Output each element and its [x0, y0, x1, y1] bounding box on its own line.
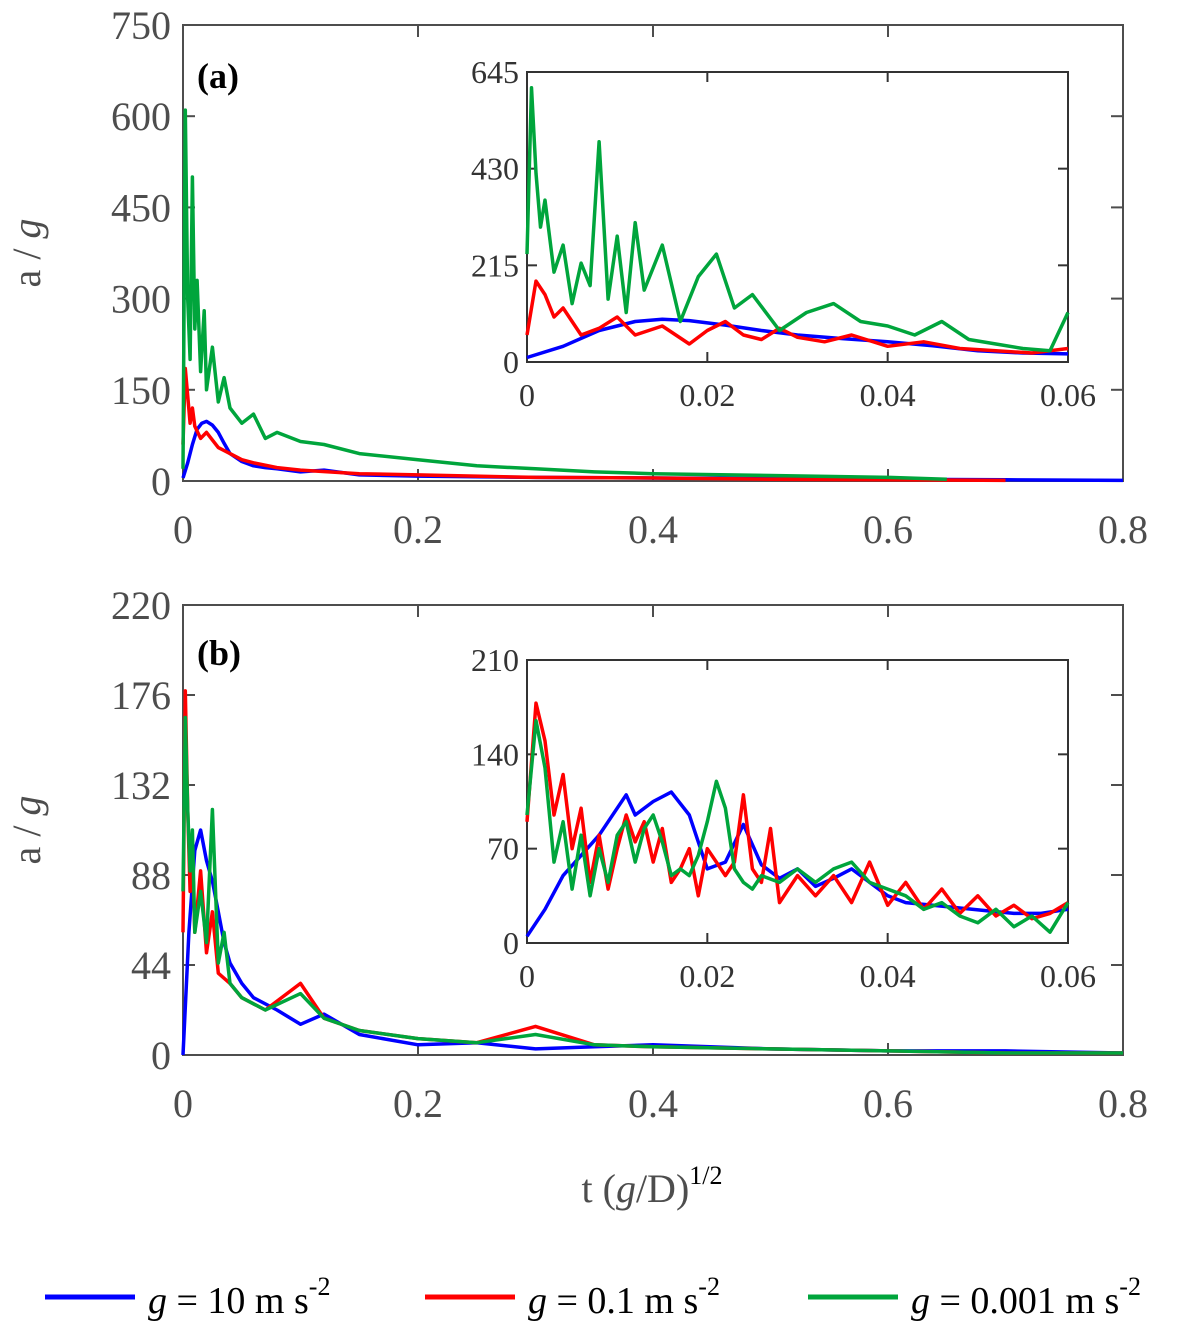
panel-a-inset-xtick-label: 0 [519, 377, 535, 413]
panel-b: 0 0.2 0.4 0.6 0.8 0 44 88 132 176 220 a / g (b) 0 0.02… [4, 583, 1148, 1126]
panel-b-inset-frame [526, 659, 1069, 944]
panel-b-inset-series-g-10-m-s-2 [525, 790, 1069, 938]
panel-b-main-ytick-label: 132 [111, 763, 171, 808]
panel-b-label: (b) [197, 633, 241, 673]
panel-b-main-series-g-0-001-m-s-2 [181, 715, 1123, 1055]
panel-a-main-ytick-label: 750 [111, 3, 171, 48]
panel-b-main-ytick-label: 0 [151, 1033, 171, 1078]
panel-a-main-ytick-label: 450 [111, 185, 171, 230]
panel-a-inset-xtick-label: 0.02 [679, 377, 735, 413]
panel-b-inset-xtick-label: 0.04 [860, 958, 916, 994]
panel-a-main-ytick-label: 600 [111, 94, 171, 139]
panel-b-inset: 0 0.02 0.04 0.06 0 70 140 210 [471, 642, 1096, 994]
panel-b-inset-series-g-0-1-m-s-2 [525, 701, 1069, 921]
x-axis-label: t (g/D)1/2 [582, 1161, 723, 1211]
panel-a-main-xtick-label: 0 [173, 507, 193, 552]
panel-b-inset-xtick-label: 0.02 [679, 958, 735, 994]
panel-a-main-xtick-label: 0.2 [393, 507, 443, 552]
panel-b-inset-ytick-label: 210 [471, 642, 519, 678]
panel-b-main-xtick-label: 0.6 [863, 1081, 913, 1126]
panel-a-inset-ytick-label: 645 [471, 54, 519, 90]
panel-b-main-ytick-label: 88 [131, 853, 171, 898]
panel-a-main-ytick-label: 0 [151, 459, 171, 504]
panel-b-main-xtick-label: 0.8 [1098, 1081, 1148, 1126]
panel-a-main-series-g-0-001-m-s-2 [181, 108, 947, 481]
panel-a-inset-frame [526, 71, 1069, 363]
panel-a-y-axis-label: a / g [4, 219, 49, 288]
legend-label-green: g = 0.001 m s-2 [911, 1272, 1141, 1322]
panel-b-y-axis-label: a / g [4, 796, 49, 865]
panel-a-inset-ytick-label: 215 [471, 247, 519, 283]
panel-a-main-ytick-label: 150 [111, 368, 171, 413]
legend: g = 10 m s-2 g = 0.1 m s-2 g = 0.001 m s… [45, 1272, 1141, 1322]
panel-a-inset-series-g-0-001-m-s-2 [525, 85, 1070, 353]
panel-a-main-xtick-label: 0.6 [863, 507, 913, 552]
panel-b-inset-ytick-label: 0 [503, 925, 519, 961]
panel-b-main-ytick-label: 176 [111, 673, 171, 718]
panel-b-main-xtick-label: 0 [173, 1081, 193, 1126]
panel-b-inset-ytick-label: 70 [487, 831, 519, 867]
panel-b-inset-xtick-label: 0 [519, 958, 535, 994]
panel-a: 0 0.2 0.4 0.6 0.8 0 150 300 450 600 750 a / g (a) 0 0.… [4, 3, 1148, 552]
panel-a-inset-xtick-label: 0.06 [1040, 377, 1096, 413]
panel-b-inset-ytick-label: 140 [471, 736, 519, 772]
panel-a-main-ytick-label: 300 [111, 277, 171, 322]
panel-a-inset-xtick-label: 0.04 [860, 377, 916, 413]
panel-a-label: (a) [197, 56, 239, 96]
panel-b-main-ytick-label: 220 [111, 583, 171, 628]
panel-b-main-xtick-label: 0.4 [628, 1081, 678, 1126]
panel-b-main-ytick-label: 44 [131, 943, 171, 988]
legend-label-red: g = 0.1 m s-2 [528, 1272, 720, 1322]
panel-a-inset-ytick-label: 0 [503, 344, 519, 380]
panel-b-main-xtick-label: 0.2 [393, 1081, 443, 1126]
legend-label-blue: g = 10 m s-2 [148, 1272, 330, 1322]
panel-b-inset-xtick-label: 0.06 [1040, 958, 1096, 994]
panel-a-inset-ytick-label: 430 [471, 151, 519, 187]
panel-a-main-xtick-label: 0.4 [628, 507, 678, 552]
panel-a-inset-series-g-0-1-m-s-2 [525, 279, 1069, 355]
panel-a-inset: 0 0.02 0.04 0.06 0 215 430 645 [471, 54, 1096, 413]
panel-a-main-xtick-label: 0.8 [1098, 507, 1148, 552]
panel-b-inset-series-g-0-001-m-s-2 [525, 718, 1070, 934]
panel-a-main-series-g-0-1-m-s-2 [181, 366, 1006, 483]
